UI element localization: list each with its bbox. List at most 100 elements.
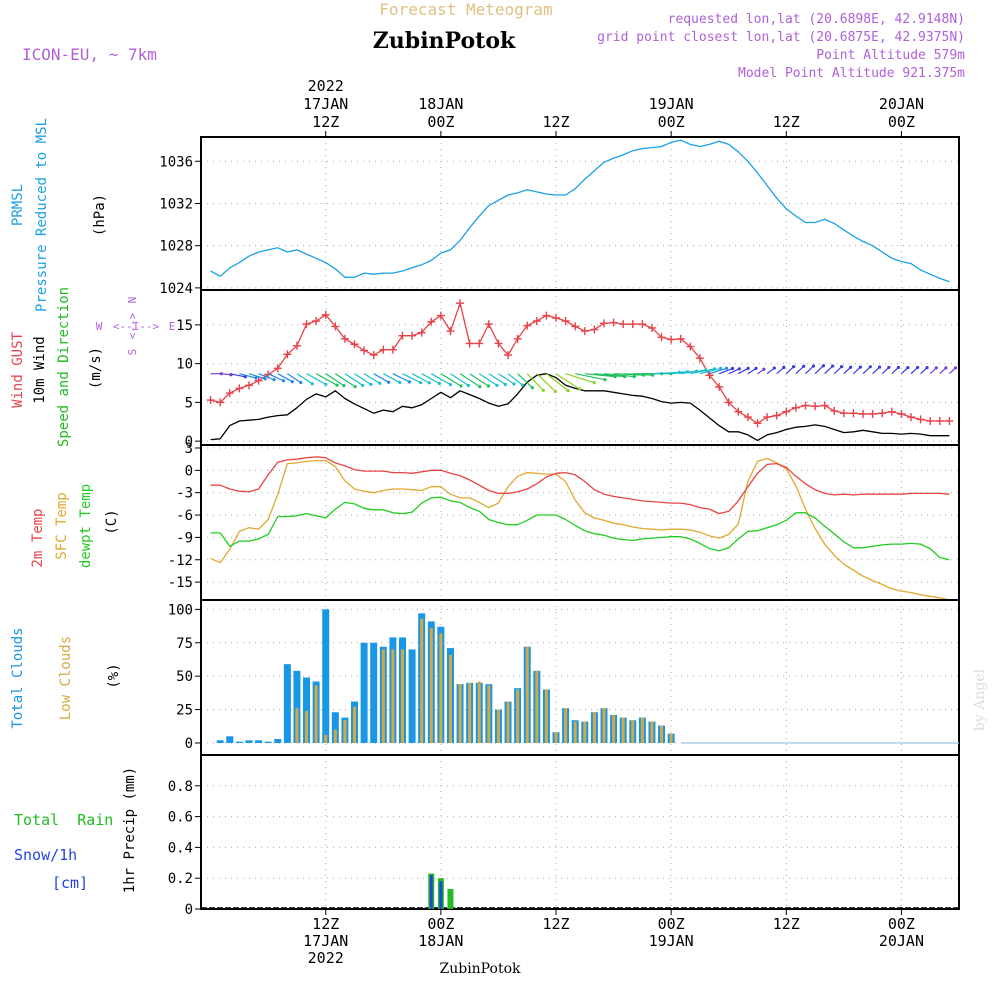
gust-marker <box>302 320 311 329</box>
wind-arrow-head <box>254 376 258 380</box>
gust-marker <box>513 334 522 343</box>
gust-label: Wind GUST <box>10 332 26 408</box>
wind-arrow-head <box>868 365 872 369</box>
wind-arrow <box>738 367 749 375</box>
snow-bar <box>429 875 433 909</box>
total-clouds-label: Total Clouds <box>10 627 26 728</box>
top-time-label: 00Z <box>427 113 454 131</box>
wind-arrow-head <box>263 377 267 381</box>
wind-arrow <box>344 373 363 386</box>
wind-ytick-label: 0 <box>185 434 193 450</box>
wind-arrow-head <box>782 365 786 369</box>
gust-marker <box>667 335 676 344</box>
gust-marker <box>388 345 397 354</box>
low-cloud-bar <box>554 732 558 743</box>
prmsl-label: PRMSL <box>10 184 26 226</box>
low-cloud-bar <box>602 708 606 743</box>
bottom-location: ZubinPotok <box>439 961 521 977</box>
wind-arrow <box>747 367 757 375</box>
wind-arrow <box>383 373 400 383</box>
gust-marker <box>360 346 369 355</box>
forecast-title: Forecast Meteogram <box>379 0 552 19</box>
gust-marker <box>753 419 762 428</box>
temp2m-label: 2m Temp <box>30 508 46 567</box>
wind-arrow <box>402 373 421 384</box>
total-cloud-bar <box>283 664 291 743</box>
gust-marker <box>695 354 704 363</box>
wind-arrow-head <box>592 381 596 385</box>
wind-arrow-head <box>503 382 507 387</box>
wind-arrow <box>450 373 469 386</box>
sfc-temp-line <box>210 457 950 601</box>
pressure-ytick-label: 1024 <box>159 281 193 297</box>
gust-line <box>210 302 950 424</box>
bottom-time-label: 20JAN <box>879 932 924 950</box>
low-cloud-bar <box>583 721 587 743</box>
wind-arrow <box>833 366 843 375</box>
wind-arrow-head <box>925 365 929 370</box>
wind-arrow-head <box>427 381 431 385</box>
wind-arrow <box>239 373 257 379</box>
wind-arrow-head <box>730 366 735 371</box>
temp-labels: 2m Temp SFC Temp dewpt Temp (C) <box>30 484 120 568</box>
wind-arrow <box>469 373 489 387</box>
wind-arrow-head <box>459 384 463 388</box>
low-cloud-bar <box>468 682 472 743</box>
snow-bar <box>439 881 443 909</box>
total-cloud-bar <box>216 740 224 743</box>
wind-arrow <box>325 373 345 387</box>
gust-marker <box>935 416 944 425</box>
wind-arrow-head <box>858 365 862 369</box>
wind-arrow-head <box>896 365 901 370</box>
gust-marker <box>321 310 330 319</box>
precip-frame <box>200 754 960 910</box>
wind-arrow-head <box>887 365 891 370</box>
clouds-ytick-label: 50 <box>176 669 193 685</box>
wind-arrow-head <box>944 366 948 370</box>
wind-arrow <box>296 373 313 385</box>
gust-marker <box>398 331 407 340</box>
low-cloud-bar <box>429 628 433 743</box>
gust-marker <box>590 325 599 334</box>
gust-marker <box>926 416 935 425</box>
wind-arrow <box>411 373 430 384</box>
wind-frame <box>200 289 960 446</box>
gust-marker <box>504 351 513 360</box>
bottom-time-label: 00Z <box>427 915 454 933</box>
gust-marker <box>830 406 839 415</box>
temp-frame <box>200 444 960 601</box>
wind-arrow <box>478 373 498 386</box>
wind-arrow <box>795 365 805 375</box>
wind-arrow-head <box>566 389 570 393</box>
wind-arrow-head <box>361 383 365 387</box>
clouds-ytick-label: 100 <box>168 602 193 618</box>
low-clouds-label: Low Clouds <box>58 636 74 720</box>
wind-arrow-head <box>466 383 471 388</box>
total-cloud-bar <box>408 649 416 743</box>
precip-unit: 1hr Precip (mm) <box>122 767 138 893</box>
wind-arrow-head <box>632 375 636 379</box>
gust-marker <box>580 327 589 336</box>
gust-marker <box>312 317 321 325</box>
wind-arrow <box>287 373 302 383</box>
wind-arrow-head <box>486 384 491 388</box>
wind-arrow-head <box>419 381 423 385</box>
wind-arrow-head <box>577 387 581 391</box>
gust-marker <box>408 331 417 340</box>
wind-label: 10m Wind <box>32 336 48 403</box>
gust-marker <box>561 317 570 325</box>
gust-marker <box>859 410 868 418</box>
top-time-label: 17JAN <box>303 95 348 113</box>
low-cloud-bar <box>477 681 481 743</box>
wind-arrow <box>584 373 616 378</box>
bottom-time-label: 12Z <box>312 915 339 933</box>
precip-ytick-label: 0.8 <box>168 779 193 795</box>
gust-marker <box>235 384 244 393</box>
wind-arrow-head <box>407 380 411 384</box>
low-cloud-bar <box>516 689 520 743</box>
gust-marker <box>523 321 532 330</box>
dewpt-line <box>210 496 950 561</box>
cloud-unit: (%) <box>106 663 122 688</box>
wind-arrow <box>623 373 653 376</box>
gust-marker <box>916 415 925 424</box>
